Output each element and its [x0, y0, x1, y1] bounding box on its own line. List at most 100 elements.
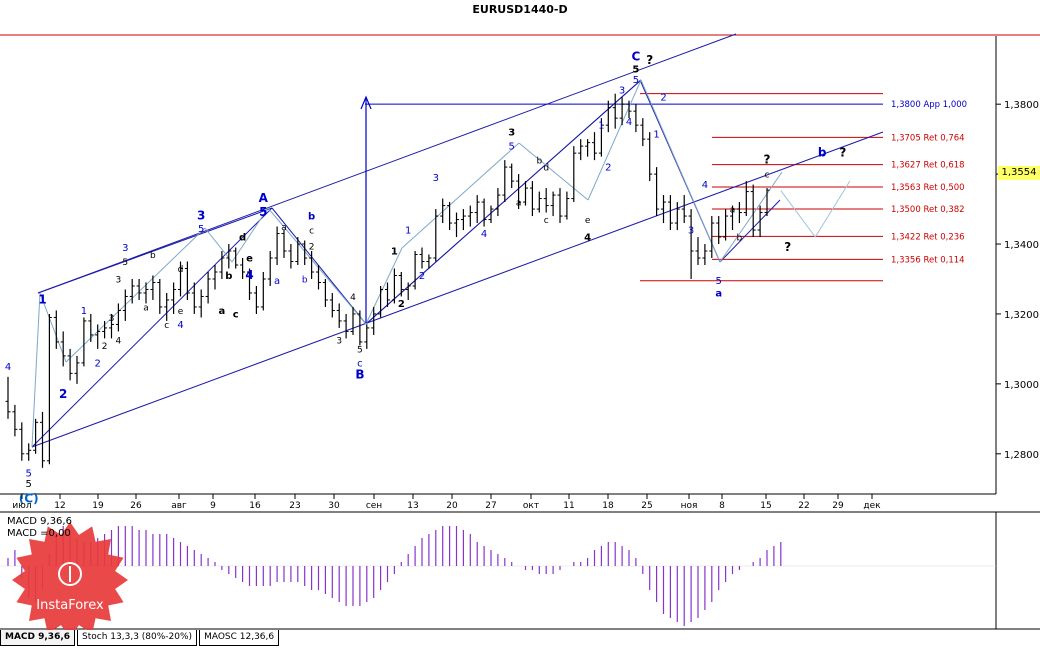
price-bar — [81, 317, 87, 367]
price-bar — [405, 282, 411, 300]
price-bar — [661, 195, 666, 224]
wave-label: 4 — [5, 362, 11, 373]
price-bar — [571, 146, 577, 203]
price-bar — [564, 191, 570, 220]
wave-label: e — [246, 254, 253, 265]
tab-stochastic[interactable]: Stoch 13,3,3 (80%-20%) — [77, 630, 198, 646]
price-bar — [46, 313, 52, 465]
x-tick-label: 29 — [832, 501, 844, 511]
wave-label: 5 — [26, 479, 32, 490]
wave-label: 5 — [716, 276, 722, 287]
price-bar — [495, 188, 501, 217]
price-bar — [184, 261, 190, 300]
price-bar — [191, 282, 197, 314]
wave-label: A — [259, 191, 269, 205]
price-bar — [274, 226, 280, 265]
wave-label: C — [631, 49, 640, 63]
y-tick-label: 1,2800 — [1004, 450, 1039, 461]
wave-line — [587, 79, 642, 201]
price-bar — [309, 251, 315, 279]
instaforex-logo: InstaForex — [12, 522, 128, 638]
tab-macd[interactable]: MACD 9,36,6 — [0, 630, 76, 646]
price-bar — [12, 404, 18, 437]
price-bar — [502, 160, 508, 203]
indicator-tabs: MACD 9,36,6 Stoch 13,3,3 (80%-20%) MAOSC… — [0, 630, 281, 646]
wave-line — [401, 142, 520, 249]
price-bar — [667, 195, 673, 231]
price-bar — [336, 303, 342, 328]
wave-label: b — [536, 157, 542, 167]
fib-level-label: 1,3422 Ret 0,236 — [891, 232, 965, 242]
x-tick-label: июл — [12, 501, 31, 511]
price-bar — [178, 261, 183, 297]
wave-label: 1 — [38, 292, 46, 306]
wave-label: B — [355, 368, 364, 382]
price-bar — [750, 184, 756, 238]
wave-line — [518, 142, 589, 201]
price-bar — [454, 212, 459, 238]
price-bar — [440, 198, 446, 224]
wave-label: 1 — [653, 129, 659, 140]
x-tick-label: 13 — [407, 501, 418, 511]
price-bar — [95, 324, 101, 349]
price-bar — [481, 198, 487, 227]
price-bar — [295, 237, 301, 265]
trend-line — [31, 131, 884, 448]
wave-label: 2 — [660, 93, 666, 104]
price-bar — [364, 324, 370, 349]
price-bar — [398, 271, 404, 297]
price-bar — [674, 202, 680, 231]
price-bar — [288, 244, 294, 269]
wave-label: a — [274, 276, 280, 287]
wave-label: a — [281, 223, 287, 233]
trend-line — [37, 207, 273, 294]
price-bar — [529, 181, 535, 217]
price-bar — [557, 188, 563, 224]
wave-label: 4 — [702, 180, 708, 191]
price-bar — [136, 278, 142, 300]
wave-label: 2 — [309, 242, 315, 252]
trend-line — [37, 33, 737, 294]
fib-level-label: 1,3705 Ret 0,764 — [891, 133, 965, 143]
price-bar — [426, 254, 432, 269]
wave-label: 5 — [632, 65, 639, 76]
price-bar — [109, 313, 114, 339]
x-tick-label: 11 — [563, 501, 574, 511]
price-bar — [488, 205, 494, 224]
wave-label: a — [730, 206, 736, 216]
wave-label: 3 — [619, 86, 625, 97]
price-bar — [543, 188, 549, 213]
wave-label: e — [585, 216, 591, 226]
wave-label: a — [516, 199, 522, 209]
price-bar — [171, 282, 177, 314]
price-bar — [322, 278, 328, 307]
wave-label: d — [239, 233, 246, 244]
wave-label: 3 — [122, 243, 128, 254]
price-bar — [702, 244, 708, 265]
y-tick-label: 1,3200 — [1004, 310, 1039, 321]
wave-label: 4 — [177, 320, 183, 331]
fib-level-label: 1,3356 Ret 0,114 — [891, 255, 965, 265]
wave-label: c — [164, 321, 169, 331]
price-bar — [253, 285, 259, 314]
wave-label: d — [543, 164, 549, 174]
price-bar — [391, 268, 397, 304]
wave-label: 5 — [122, 258, 128, 268]
x-tick-label: 22 — [798, 501, 809, 511]
wave-label: 4 — [584, 233, 591, 244]
wave-line — [640, 79, 721, 263]
price-bar — [102, 320, 108, 339]
wave-line — [39, 292, 67, 363]
x-tick-label: 30 — [328, 501, 340, 511]
fib-level-label: 1,3500 Ret 0,382 — [891, 205, 965, 215]
price-bar — [88, 313, 94, 342]
wave-label: 3 — [116, 275, 122, 285]
price-bar — [350, 306, 356, 335]
wave-label: 2 — [605, 163, 611, 174]
wave-label: c — [765, 171, 770, 181]
price-bar — [240, 258, 246, 279]
tab-maosc[interactable]: MAOSC 12,36,6 — [199, 630, 280, 646]
x-tick-label: 18 — [602, 501, 614, 511]
wave-label: b — [150, 251, 156, 261]
